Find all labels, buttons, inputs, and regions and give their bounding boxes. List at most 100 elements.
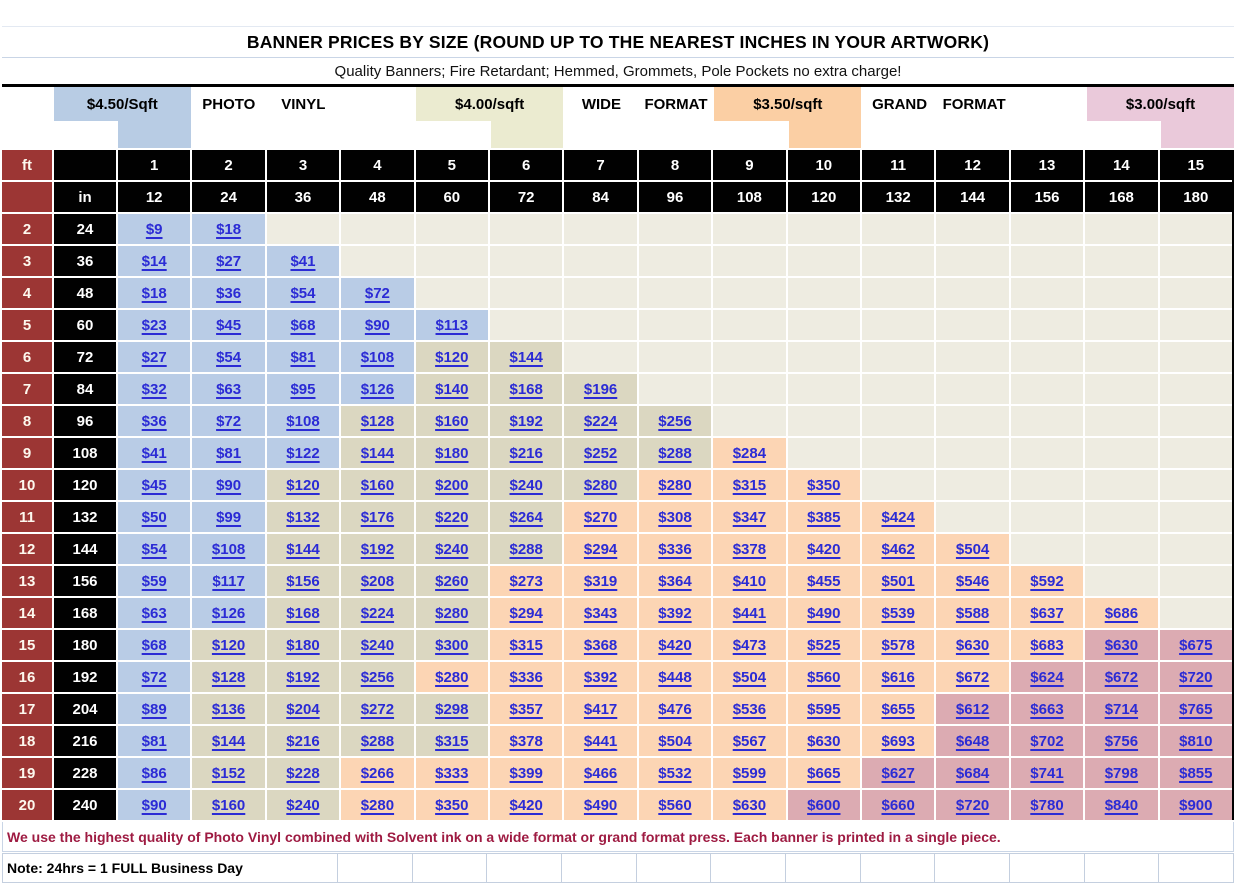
price-link[interactable]: $72 xyxy=(341,278,414,308)
price-link[interactable]: $41 xyxy=(266,246,340,276)
price-link[interactable]: $315 xyxy=(490,630,563,660)
price-link[interactable]: $288 xyxy=(341,726,414,756)
price-link[interactable]: $347 xyxy=(713,502,786,532)
price-link[interactable]: $683 xyxy=(1010,630,1084,660)
price-link[interactable]: $228 xyxy=(266,758,340,788)
price-link[interactable]: $216 xyxy=(490,438,563,468)
price-link[interactable]: $54 xyxy=(118,534,191,564)
price-link[interactable]: $144 xyxy=(192,726,265,756)
price-link[interactable]: $252 xyxy=(564,438,637,468)
price-link[interactable]: $54 xyxy=(266,278,340,308)
price-link[interactable]: $599 xyxy=(713,758,786,788)
price-link[interactable]: $280 xyxy=(341,790,414,820)
price-link[interactable]: $192 xyxy=(490,406,563,436)
price-link[interactable]: $368 xyxy=(564,630,637,660)
price-link[interactable]: $612 xyxy=(936,694,1009,724)
price-link[interactable]: $448 xyxy=(638,662,712,692)
price-link[interactable]: $294 xyxy=(490,598,563,628)
price-link[interactable]: $160 xyxy=(341,470,414,500)
price-link[interactable]: $693 xyxy=(862,726,935,756)
price-link[interactable]: $624 xyxy=(1010,662,1084,692)
price-link[interactable]: $466 xyxy=(564,758,637,788)
price-link[interactable]: $350 xyxy=(787,470,860,500)
price-link[interactable]: $63 xyxy=(118,598,191,628)
price-link[interactable]: $208 xyxy=(341,566,414,596)
price-link[interactable]: $81 xyxy=(266,342,340,372)
price-link[interactable]: $54 xyxy=(192,342,265,372)
price-link[interactable]: $855 xyxy=(1159,758,1232,788)
price-link[interactable]: $840 xyxy=(1085,790,1158,820)
price-link[interactable]: $630 xyxy=(713,790,786,820)
price-link[interactable]: $630 xyxy=(1085,630,1158,660)
price-link[interactable]: $264 xyxy=(490,502,563,532)
price-link[interactable]: $630 xyxy=(936,630,1009,660)
price-link[interactable]: $319 xyxy=(564,566,637,596)
price-link[interactable]: $504 xyxy=(936,534,1009,564)
price-link[interactable]: $196 xyxy=(564,374,637,404)
price-link[interactable]: $490 xyxy=(564,790,637,820)
price-link[interactable]: $655 xyxy=(862,694,935,724)
price-link[interactable]: $273 xyxy=(490,566,563,596)
price-link[interactable]: $90 xyxy=(192,470,265,500)
price-link[interactable]: $36 xyxy=(192,278,265,308)
price-link[interactable]: $27 xyxy=(192,246,265,276)
price-link[interactable]: $27 xyxy=(118,342,191,372)
price-link[interactable]: $256 xyxy=(341,662,414,692)
price-link[interactable]: $539 xyxy=(862,598,935,628)
price-link[interactable]: $36 xyxy=(118,406,191,436)
price-link[interactable]: $385 xyxy=(787,502,860,532)
price-link[interactable]: $504 xyxy=(638,726,712,756)
price-link[interactable]: $156 xyxy=(266,566,340,596)
price-link[interactable]: $420 xyxy=(490,790,563,820)
price-link[interactable]: $280 xyxy=(638,470,712,500)
price-link[interactable]: $780 xyxy=(1010,790,1084,820)
price-link[interactable]: $672 xyxy=(936,662,1009,692)
price-link[interactable]: $192 xyxy=(266,662,340,692)
price-link[interactable]: $294 xyxy=(564,534,637,564)
price-link[interactable]: $168 xyxy=(266,598,340,628)
price-link[interactable]: $336 xyxy=(638,534,712,564)
price-link[interactable]: $630 xyxy=(787,726,860,756)
price-link[interactable]: $128 xyxy=(341,406,414,436)
price-link[interactable]: $592 xyxy=(1010,566,1084,596)
price-link[interactable]: $280 xyxy=(564,470,637,500)
price-link[interactable]: $420 xyxy=(787,534,860,564)
price-link[interactable]: $595 xyxy=(787,694,860,724)
price-link[interactable]: $714 xyxy=(1085,694,1158,724)
price-link[interactable]: $756 xyxy=(1085,726,1158,756)
price-link[interactable]: $536 xyxy=(713,694,786,724)
price-link[interactable]: $298 xyxy=(415,694,488,724)
price-link[interactable]: $132 xyxy=(266,502,340,532)
price-link[interactable]: $68 xyxy=(118,630,191,660)
price-link[interactable]: $113 xyxy=(415,310,488,340)
price-link[interactable]: $32 xyxy=(118,374,191,404)
price-link[interactable]: $144 xyxy=(490,342,563,372)
price-link[interactable]: $280 xyxy=(415,598,488,628)
price-link[interactable]: $89 xyxy=(118,694,191,724)
price-link[interactable]: $315 xyxy=(713,470,786,500)
price-link[interactable]: $99 xyxy=(192,502,265,532)
price-link[interactable]: $417 xyxy=(564,694,637,724)
price-link[interactable]: $567 xyxy=(713,726,786,756)
price-link[interactable]: $90 xyxy=(118,790,191,820)
price-link[interactable]: $45 xyxy=(118,470,191,500)
price-link[interactable]: $424 xyxy=(862,502,935,532)
price-link[interactable]: $81 xyxy=(192,438,265,468)
price-link[interactable]: $378 xyxy=(713,534,786,564)
price-link[interactable]: $300 xyxy=(415,630,488,660)
price-link[interactable]: $900 xyxy=(1159,790,1232,820)
price-link[interactable]: $108 xyxy=(341,342,414,372)
price-link[interactable]: $350 xyxy=(415,790,488,820)
price-link[interactable]: $240 xyxy=(341,630,414,660)
price-link[interactable]: $504 xyxy=(713,662,786,692)
price-link[interactable]: $364 xyxy=(638,566,712,596)
price-link[interactable]: $684 xyxy=(936,758,1009,788)
price-link[interactable]: $578 xyxy=(862,630,935,660)
price-link[interactable]: $72 xyxy=(192,406,265,436)
price-link[interactable]: $81 xyxy=(118,726,191,756)
price-link[interactable]: $501 xyxy=(862,566,935,596)
price-link[interactable]: $284 xyxy=(713,438,786,468)
price-link[interactable]: $41 xyxy=(118,438,191,468)
price-link[interactable]: $616 xyxy=(862,662,935,692)
price-link[interactable]: $216 xyxy=(266,726,340,756)
